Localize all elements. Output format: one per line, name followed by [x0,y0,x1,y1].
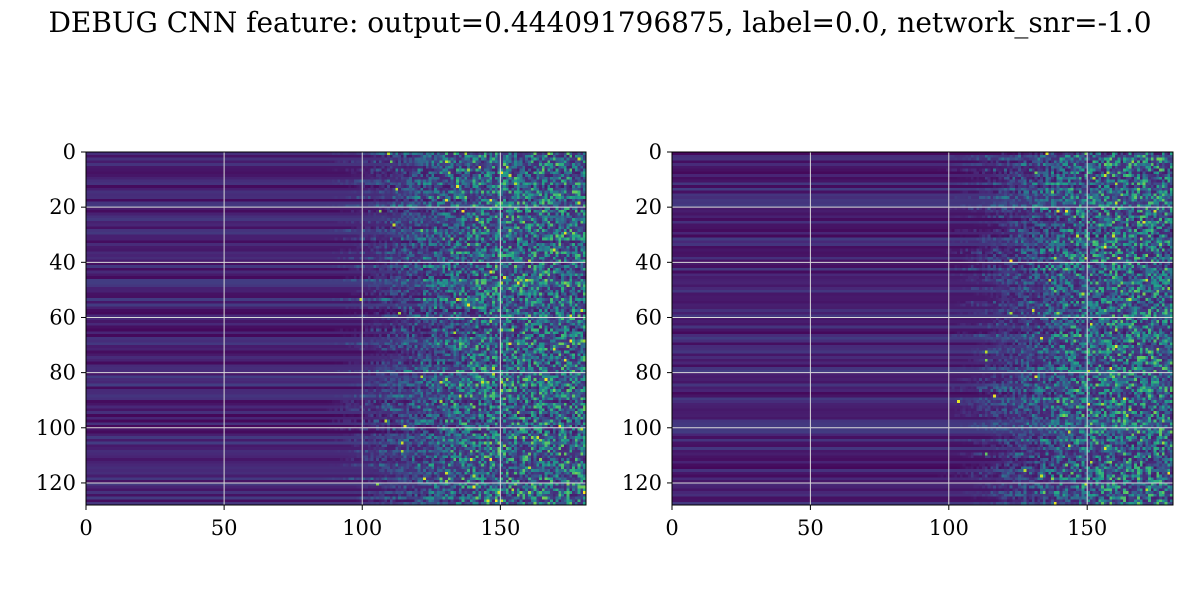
y-tick-label: 80 [49,361,76,385]
x-tick-label: 100 [929,516,969,540]
y-tick-label: 120 [36,471,76,495]
x-tick-label: 0 [79,516,92,540]
axes-frame [85,151,587,506]
y-tick-label: 60 [49,305,76,329]
y-tick-label: 40 [49,250,76,274]
y-tick-label: 60 [635,305,662,329]
y-tick-label: 40 [635,250,662,274]
y-tick-label: 80 [635,361,662,385]
y-tick-label: 120 [622,471,662,495]
x-tick-label: 150 [1067,516,1107,540]
y-tick-label: 0 [649,140,662,164]
x-tick-label: 0 [665,516,678,540]
x-tick-label: 100 [342,516,382,540]
heatmap-panel-right: 0 50 100 150 0 20 40 60 80 100 120 [622,140,1174,540]
y-tick-label: 0 [63,140,76,164]
y-tick-label: 20 [635,195,662,219]
y-tick-label: 20 [49,195,76,219]
heatmap-image [86,152,586,505]
heatmap-panel-left: 0 50 100 150 0 20 40 60 80 100 120 [36,140,587,540]
axes-frame [671,151,1174,506]
heatmap-image [672,152,1173,505]
x-tick-label: 50 [797,516,824,540]
y-tick-label: 100 [36,416,76,440]
x-tick-label: 50 [211,516,238,540]
y-tick-label: 100 [622,416,662,440]
figure-title: DEBUG CNN feature: output=0.444091796875… [48,6,1152,39]
x-tick-label: 150 [480,516,520,540]
